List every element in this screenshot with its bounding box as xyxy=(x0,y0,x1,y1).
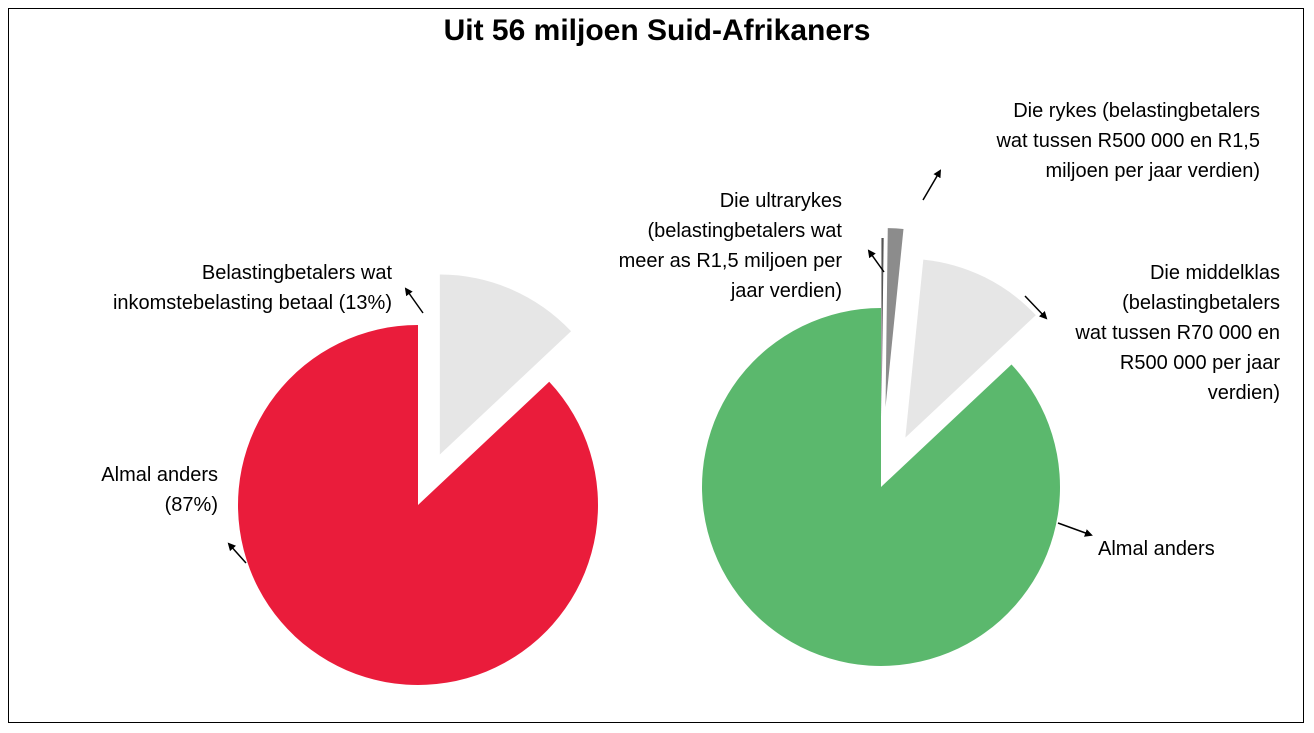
pie-slice xyxy=(439,274,572,455)
pie-slice xyxy=(885,228,904,408)
arrow xyxy=(227,542,247,564)
pie-slice xyxy=(905,259,1036,438)
pies xyxy=(237,228,1060,685)
arrows xyxy=(227,169,1093,564)
pie-slice xyxy=(237,325,598,685)
arrow xyxy=(1057,522,1093,537)
chart-title: Uit 56 miljoen Suid-Afrikaners xyxy=(443,14,871,47)
pie-slice xyxy=(881,238,884,418)
slice-label: Die middelklas (belastingbetalers wat tu… xyxy=(1075,262,1280,404)
slice-label: Belastingbetalers wat inkomstebelasting … xyxy=(112,262,392,314)
slice-label: Almal anders xyxy=(1098,538,1215,560)
arrow xyxy=(922,169,942,201)
arrow xyxy=(1024,295,1048,320)
arrow xyxy=(404,287,424,314)
slice-label: Almal anders (87%) xyxy=(101,464,218,516)
slice-label: Die rykes (belastingbetalers wat tussen … xyxy=(996,100,1260,182)
pie-slice xyxy=(702,308,1060,666)
frame xyxy=(8,8,1304,723)
slice-label: Die ultrarykes (belastingbetalers wat me… xyxy=(618,190,842,302)
arrow xyxy=(867,249,885,273)
